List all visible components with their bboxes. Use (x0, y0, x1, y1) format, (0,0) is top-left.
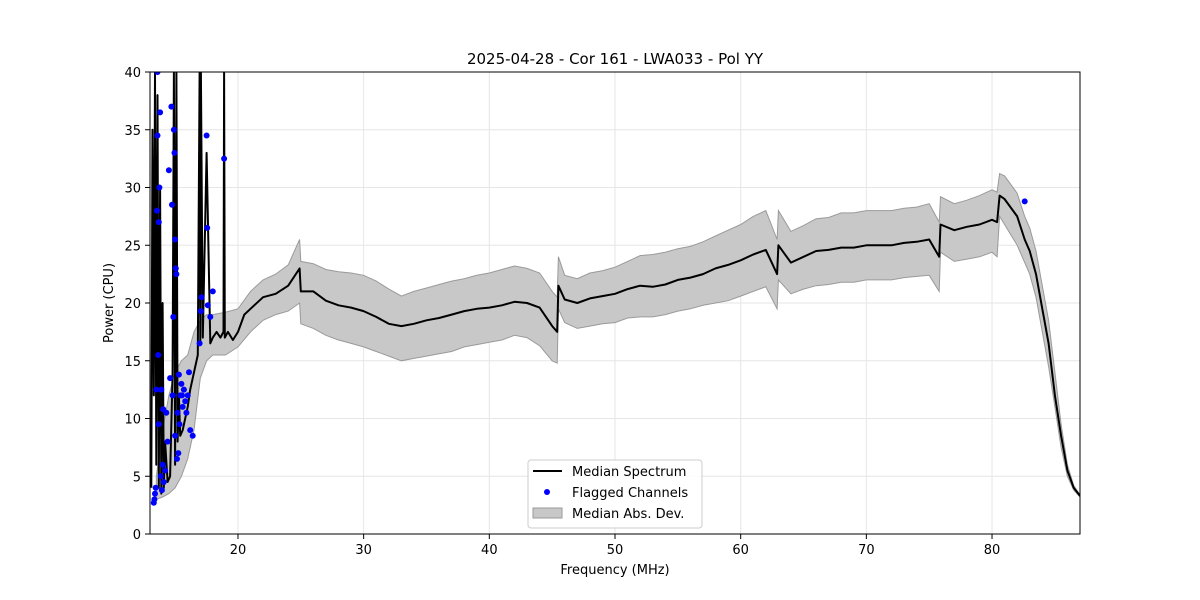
flagged-channel-point (167, 375, 174, 382)
flagged-channel-point (182, 398, 189, 405)
flagged-channel-point (160, 479, 167, 485)
mad-band (155, 172, 1080, 501)
x-tick-label: 80 (984, 543, 1001, 558)
chart-title: 2025-04-28 - Cor 161 - LWA033 - Pol YY (467, 50, 764, 68)
flagged-channel-point (175, 371, 182, 378)
flagged-channel-point (168, 103, 175, 110)
flagged-channel-point (152, 490, 158, 497)
flagged-channel-point (159, 461, 166, 468)
flagged-channel-point (176, 421, 183, 428)
flagged-channel-point (156, 184, 163, 191)
legend-mad-label: Median Abs. Dev. (572, 507, 684, 522)
flagged-channel-point (169, 201, 175, 208)
x-ticks: 20 30 40 50 60 70 80 (230, 534, 1001, 558)
flagged-channel-point (173, 271, 180, 278)
flagged-channel-point (184, 392, 191, 399)
y-tick-label: 15 (124, 355, 141, 370)
flagged-channel-point (198, 294, 205, 301)
y-tick-label: 25 (124, 239, 141, 254)
flagged-channel-point (179, 392, 185, 399)
legend-box (527, 459, 703, 529)
y-tick-label: 0 (133, 528, 141, 543)
x-tick-label: 60 (732, 543, 749, 558)
y-tick-label: 10 (124, 413, 141, 428)
y-tick-label: 35 (124, 124, 141, 139)
flagged-channel-point (180, 386, 187, 393)
flagged-channel-point (171, 149, 178, 156)
flagged-channel-point (153, 386, 160, 393)
flagged-channel-point (164, 438, 171, 445)
median-spectrum-line (150, 72, 1080, 497)
flagged-channel-point (154, 132, 161, 139)
legend-flagged-label: Flagged Channels (572, 486, 688, 501)
flagged-channel-point (172, 265, 179, 272)
flagged-channel-point (165, 167, 172, 174)
legend: Median Spectrum Flagged Channels Median … (527, 459, 703, 529)
flagged-channel-point (209, 288, 216, 295)
flagged-channel-point (155, 352, 162, 358)
flagged-channel-point (197, 308, 204, 315)
x-tick-label: 70 (858, 543, 875, 558)
y-tick-label: 20 (124, 297, 141, 312)
flagged-channel-point (158, 487, 165, 494)
flagged-channel-point (203, 132, 210, 139)
flagged-channel-point (151, 496, 158, 503)
flagged-channel-point (169, 392, 176, 399)
flagged-channel-point (175, 450, 182, 457)
x-tick-label: 30 (355, 543, 372, 558)
y-tick-label: 5 (133, 470, 141, 485)
flagged-channel-point (174, 455, 180, 462)
flagged-channel-point (204, 302, 211, 309)
flagged-channel-point (158, 386, 165, 393)
flagged-channel-point (170, 126, 177, 133)
flagged-channel-point (157, 473, 164, 480)
legend-mad-swatch (532, 507, 563, 519)
flagged-channel-point (207, 313, 214, 320)
flagged-channel-point (157, 109, 164, 116)
flagged-channel-point (204, 224, 211, 231)
flagged-channel-point (152, 484, 159, 491)
flagged-channel-point (172, 236, 179, 243)
flagged-channel-point (187, 427, 194, 434)
x-tick-label: 40 (481, 543, 498, 558)
flagged-channel-point (183, 409, 190, 416)
flagged-channel-point (189, 432, 196, 439)
flagged-channel-point (162, 467, 169, 474)
flagged-channel-point (155, 421, 162, 428)
flagged-channel-point (155, 219, 162, 226)
flagged-channel-point (186, 369, 192, 376)
y-tick-label: 30 (124, 182, 141, 197)
y-axis-label: Power (CPU) (102, 263, 117, 343)
flagged-channel-point (163, 409, 170, 416)
x-tick-label: 50 (607, 543, 624, 558)
y-ticks: 0 5 10 15 20 25 30 35 40 (124, 66, 150, 543)
legend-flagged-swatch (544, 489, 550, 495)
flagged-channel-point (221, 155, 228, 162)
flagged-channel-point (170, 313, 177, 320)
flagged-channel-point (153, 207, 160, 214)
flagged-channel-point (196, 340, 203, 347)
flagged-channel-point (174, 409, 181, 416)
flagged-channels-layer (150, 72, 1028, 506)
y-tick-label: 40 (124, 66, 141, 81)
flagged-channel-point (172, 432, 179, 439)
flagged-channel-point (179, 403, 186, 410)
x-axis-label: Frequency (MHz) (560, 563, 669, 578)
flagged-channel-point (154, 72, 161, 75)
legend-median-label: Median Spectrum (572, 465, 686, 480)
flagged-channel-point (1021, 198, 1028, 205)
flagged-channel-point (178, 380, 185, 387)
x-tick-label: 20 (230, 543, 247, 558)
